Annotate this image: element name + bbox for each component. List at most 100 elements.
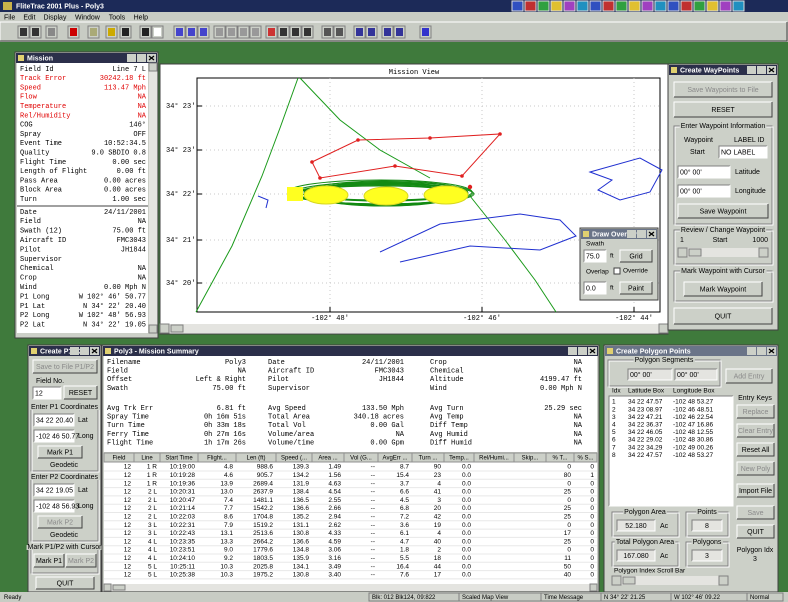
button-label[interactable]: Save Waypoints to File xyxy=(687,87,758,94)
column-header-label[interactable]: % S... xyxy=(577,456,593,462)
button-label[interactable]: RESET xyxy=(711,107,735,114)
menu-item[interactable]: Window xyxy=(75,14,101,21)
column-header-label[interactable]: Len (ft) xyxy=(246,456,265,462)
title-tool-icon[interactable] xyxy=(615,0,628,12)
column-header-label[interactable]: Skip... xyxy=(522,456,539,462)
button[interactable] xyxy=(674,82,772,97)
column-header-label[interactable]: Field xyxy=(112,456,125,462)
title-tool-icon[interactable] xyxy=(706,0,719,12)
button-label[interactable]: Mark P1 xyxy=(36,558,62,565)
button-label[interactable]: QUIT xyxy=(57,580,74,587)
input-value[interactable]: 00° 00' xyxy=(680,168,702,176)
button-label[interactable]: New Poly xyxy=(741,466,771,473)
button[interactable] xyxy=(737,506,774,519)
button[interactable] xyxy=(38,446,82,458)
button[interactable] xyxy=(737,424,774,437)
button[interactable] xyxy=(737,484,774,497)
button[interactable] xyxy=(620,282,652,294)
column-header-label[interactable]: Temp... xyxy=(449,456,469,462)
scrollbar[interactable] xyxy=(104,584,597,591)
input-value[interactable]: 8 xyxy=(705,523,709,530)
title-tool-icon[interactable] xyxy=(589,0,602,12)
title-tool-icon[interactable] xyxy=(628,0,641,12)
button-label[interactable]: Add Entry xyxy=(734,373,765,380)
button-label[interactable]: Clear Entry xyxy=(738,428,774,435)
text-input[interactable] xyxy=(617,520,655,531)
column-header-label[interactable]: Flight... xyxy=(207,456,227,462)
title-tool-icon[interactable] xyxy=(667,0,680,12)
column-header-label[interactable]: AvgErr ... xyxy=(383,456,408,462)
input-value[interactable]: 00° 00' xyxy=(630,371,652,379)
menu-item[interactable]: File xyxy=(4,14,15,21)
text-input[interactable] xyxy=(678,166,730,178)
button-label[interactable]: Replace xyxy=(743,409,769,416)
input-value[interactable]: 00° 00' xyxy=(680,187,702,195)
title-button[interactable] xyxy=(627,230,636,238)
button[interactable] xyxy=(684,282,762,296)
title-tool-icon[interactable] xyxy=(524,0,537,12)
button[interactable] xyxy=(737,462,774,475)
column-header[interactable] xyxy=(573,452,598,463)
menu-item[interactable]: Edit xyxy=(23,14,35,21)
button[interactable] xyxy=(674,308,772,324)
title-button[interactable] xyxy=(637,230,646,238)
title-button[interactable] xyxy=(747,347,756,355)
title-tool-icon[interactable] xyxy=(576,0,589,12)
title-tool-icon[interactable] xyxy=(680,0,693,12)
button-label[interactable]: Import File xyxy=(739,488,772,495)
text-input[interactable] xyxy=(678,185,730,197)
column-header-label[interactable]: Rel/Humi... xyxy=(479,456,509,462)
input-value[interactable]: 00° 00' xyxy=(677,371,699,379)
title-button[interactable] xyxy=(568,347,577,355)
column-header-label[interactable]: Vol (G... xyxy=(350,456,372,462)
input-value[interactable]: 3 xyxy=(705,553,709,560)
button[interactable] xyxy=(620,250,652,262)
title-button[interactable] xyxy=(757,66,766,74)
button-label[interactable]: QUIT xyxy=(747,529,764,536)
scrollbar[interactable] xyxy=(160,324,668,333)
button-label[interactable]: QUIT xyxy=(715,313,732,320)
scrollbar[interactable] xyxy=(149,63,157,333)
scrollbar[interactable] xyxy=(612,576,728,585)
title-tool-icon[interactable] xyxy=(563,0,576,12)
column-header-label[interactable]: Area ... xyxy=(318,456,338,462)
input-value[interactable]: 75.0 xyxy=(586,253,600,260)
title-tool-icon[interactable] xyxy=(511,0,524,12)
input-value[interactable]: 34 22 19.05 xyxy=(36,487,73,494)
title-button[interactable] xyxy=(127,54,136,62)
title-button[interactable] xyxy=(757,347,766,355)
column-header-label[interactable]: Turn ... xyxy=(419,456,438,462)
input-value[interactable]: 52.180 xyxy=(625,523,647,530)
title-tool-icon[interactable] xyxy=(641,0,654,12)
title-button[interactable] xyxy=(747,66,756,74)
input-value[interactable]: 167.080 xyxy=(623,553,648,560)
text-input[interactable] xyxy=(34,500,74,512)
title-button[interactable] xyxy=(578,347,587,355)
input-value[interactable]: 0.0 xyxy=(586,285,596,292)
title-tool-icon[interactable] xyxy=(550,0,563,12)
button-label[interactable]: Save Waypoint xyxy=(700,208,747,215)
text-input[interactable] xyxy=(692,520,722,531)
button[interactable] xyxy=(38,516,82,528)
button[interactable] xyxy=(34,554,64,567)
text-input[interactable] xyxy=(584,282,606,294)
column-header-label[interactable]: Line xyxy=(141,456,153,462)
button-label[interactable]: Reset All xyxy=(742,447,770,454)
button-label[interactable]: Mark Waypoint xyxy=(700,286,746,293)
text-input[interactable] xyxy=(617,550,655,561)
button[interactable] xyxy=(33,360,97,373)
button-label[interactable]: Mark P2 xyxy=(47,519,73,526)
title-tool-icon[interactable] xyxy=(537,0,550,12)
button[interactable] xyxy=(64,386,97,399)
text-input[interactable] xyxy=(628,369,672,380)
menu-item[interactable]: Display xyxy=(44,14,67,21)
button-label[interactable]: Grid xyxy=(629,253,642,260)
column-header-label[interactable]: % T... xyxy=(553,456,568,462)
text-input[interactable] xyxy=(34,484,74,496)
text-input[interactable] xyxy=(675,369,717,380)
input-value[interactable]: 34 22 20.40 xyxy=(36,417,73,424)
button[interactable] xyxy=(36,577,94,589)
title-tool-icon[interactable] xyxy=(732,0,745,12)
button-label[interactable]: Mark P1 xyxy=(47,449,73,456)
button[interactable] xyxy=(737,525,774,538)
